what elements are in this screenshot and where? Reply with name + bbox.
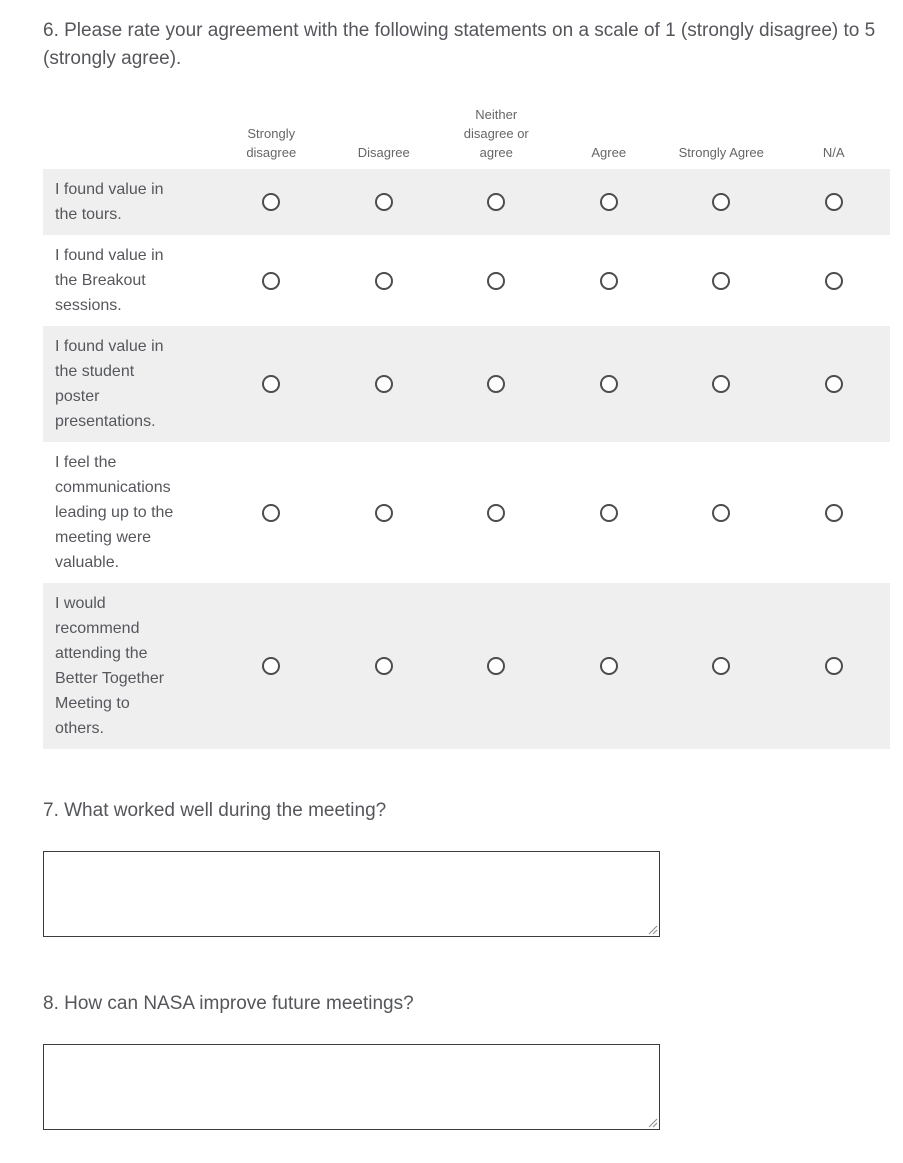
row-label: I found value in the student poster pres… <box>55 338 164 430</box>
radio-button[interactable] <box>824 657 843 675</box>
radio-button[interactable] <box>712 657 731 675</box>
question-7: 7. What worked well during the meeting? <box>43 797 890 942</box>
radio-cell <box>553 583 666 749</box>
matrix-row-tours: I found value in the tours. <box>43 169 890 235</box>
radio-cell <box>328 326 441 442</box>
radio-cell <box>440 583 553 749</box>
matrix-header-row: Strongly disagree Disagree Neither disag… <box>43 105 890 169</box>
radio-button[interactable] <box>487 271 506 290</box>
radio-cell <box>328 169 441 235</box>
matrix-row-breakout: I found value in the Breakout sessions. <box>43 235 890 326</box>
radio-cell <box>215 442 328 583</box>
matrix-row-communications: I feel the communications leading up to … <box>43 442 890 583</box>
question-6-title: 6. Please rate your agreement with the f… <box>43 20 876 69</box>
radio-cell <box>665 583 778 749</box>
radio-button[interactable] <box>824 375 843 393</box>
radio-cell <box>553 169 666 235</box>
question-8-answer-wrap <box>43 1044 660 1130</box>
radio-cell <box>665 169 778 235</box>
radio-button[interactable] <box>599 193 618 211</box>
radio-button[interactable] <box>712 193 731 211</box>
radio-button[interactable] <box>374 375 393 393</box>
radio-cell <box>778 169 891 235</box>
radio-button[interactable] <box>712 503 731 522</box>
radio-button[interactable] <box>599 375 618 393</box>
question-7-answer-input[interactable] <box>43 851 660 937</box>
radio-button[interactable] <box>262 657 281 675</box>
radio-cell <box>778 235 891 326</box>
radio-cell <box>328 583 441 749</box>
column-header-label: Agree <box>591 145 627 160</box>
radio-button[interactable] <box>824 271 843 290</box>
matrix-row-posters: I found value in the student poster pres… <box>43 326 890 442</box>
matrix-rows: I found value in the tours. I found valu… <box>43 169 890 749</box>
question-7-title: 7. What worked well during the meeting? <box>43 800 387 821</box>
column-header-label: Strongly Agree <box>678 145 764 160</box>
radio-button[interactable] <box>599 503 618 522</box>
radio-button[interactable] <box>487 375 506 393</box>
rating-matrix: Strongly disagree Disagree Neither disag… <box>43 105 890 749</box>
radio-button[interactable] <box>599 657 618 675</box>
radio-cell <box>215 169 328 235</box>
matrix-column-header: Strongly Agree <box>665 105 778 169</box>
radio-button[interactable] <box>374 657 393 675</box>
matrix-column-header: Neither disagree or agree <box>440 105 553 169</box>
radio-cell <box>553 442 666 583</box>
matrix-header-spacer <box>43 105 215 169</box>
radio-cell <box>665 235 778 326</box>
matrix-column-header: N/A <box>778 105 891 169</box>
matrix-column-header: Disagree <box>328 105 441 169</box>
radio-cell <box>665 442 778 583</box>
column-header-label: N/A <box>822 145 845 160</box>
column-header-label: Neither disagree or agree <box>463 107 529 160</box>
radio-button[interactable] <box>262 503 281 522</box>
radio-button[interactable] <box>374 193 393 211</box>
question-7-answer-wrap <box>43 851 660 937</box>
radio-cell <box>215 235 328 326</box>
question-8: 8. How can NASA improve future meetings? <box>43 990 890 1135</box>
row-label: I found value in the tours. <box>55 181 164 223</box>
column-header-label: Strongly disagree <box>246 126 297 160</box>
radio-button[interactable] <box>262 375 281 393</box>
radio-cell <box>778 583 891 749</box>
row-label: I feel the communications leading up to … <box>55 454 174 571</box>
radio-button[interactable] <box>824 193 843 211</box>
radio-cell <box>553 326 666 442</box>
matrix-column-header: Strongly disagree <box>215 105 328 169</box>
radio-button[interactable] <box>262 271 281 290</box>
matrix-column-header: Agree <box>553 105 666 169</box>
radio-button[interactable] <box>374 271 393 290</box>
row-label: I would recommend attending the Better T… <box>55 595 165 737</box>
radio-button[interactable] <box>712 271 731 290</box>
radio-cell <box>440 169 553 235</box>
radio-cell <box>440 442 553 583</box>
radio-cell <box>328 442 441 583</box>
radio-cell <box>665 326 778 442</box>
question-8-answer-input[interactable] <box>43 1044 660 1130</box>
radio-cell <box>553 235 666 326</box>
radio-cell <box>440 326 553 442</box>
radio-cell <box>328 235 441 326</box>
radio-button[interactable] <box>712 375 731 393</box>
question-8-title: 8. How can NASA improve future meetings? <box>43 993 414 1014</box>
column-header-label: Disagree <box>357 145 410 160</box>
matrix-row-recommend: I would recommend attending the Better T… <box>43 583 890 749</box>
radio-button[interactable] <box>487 193 506 211</box>
radio-cell <box>215 583 328 749</box>
row-label: I found value in the Breakout sessions. <box>55 247 164 314</box>
radio-button[interactable] <box>262 193 281 211</box>
radio-button[interactable] <box>487 657 506 675</box>
radio-cell <box>440 235 553 326</box>
radio-button[interactable] <box>824 503 843 522</box>
radio-cell <box>215 326 328 442</box>
radio-button[interactable] <box>487 503 506 522</box>
radio-button[interactable] <box>374 503 393 522</box>
radio-button[interactable] <box>599 271 618 290</box>
radio-cell <box>778 442 891 583</box>
radio-cell <box>778 326 891 442</box>
